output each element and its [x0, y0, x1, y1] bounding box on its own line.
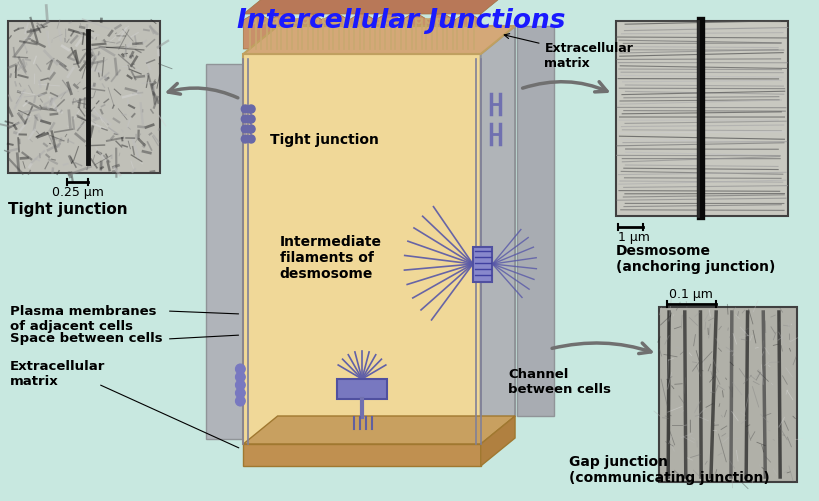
Circle shape	[235, 388, 245, 398]
Text: 0.25 μm: 0.25 μm	[52, 186, 103, 198]
Text: Intermediate
filaments of
desmosome: Intermediate filaments of desmosome	[279, 234, 382, 281]
Circle shape	[235, 372, 245, 382]
Polygon shape	[481, 27, 515, 444]
Text: 0.1 μm: 0.1 μm	[669, 288, 713, 301]
Polygon shape	[243, 416, 515, 444]
Bar	[337, 379, 387, 399]
Text: Desmosome
(anchoring junction): Desmosome (anchoring junction)	[616, 243, 776, 274]
Polygon shape	[243, 0, 515, 15]
Bar	[616, 22, 788, 216]
Bar	[659, 308, 797, 482]
Text: Gap junction
(communicating junction): Gap junction (communicating junction)	[569, 454, 770, 484]
Text: Tight junction: Tight junction	[269, 133, 378, 147]
Circle shape	[247, 136, 255, 144]
Circle shape	[242, 126, 249, 134]
Polygon shape	[243, 27, 515, 55]
Polygon shape	[243, 13, 481, 50]
Circle shape	[242, 116, 249, 124]
Bar	[243, 55, 481, 444]
Circle shape	[235, 380, 245, 390]
Text: Extracellular
matrix: Extracellular matrix	[10, 359, 105, 387]
Circle shape	[235, 396, 245, 406]
Text: Plasma membranes
of adjacent cells: Plasma membranes of adjacent cells	[10, 305, 156, 332]
Circle shape	[247, 116, 255, 124]
Circle shape	[235, 364, 245, 374]
Circle shape	[242, 136, 249, 144]
Text: Channel
between cells: Channel between cells	[508, 367, 611, 395]
Bar	[517, 27, 554, 416]
Bar	[473, 247, 492, 283]
Text: Tight junction: Tight junction	[8, 201, 128, 216]
Text: Space between cells: Space between cells	[10, 331, 162, 344]
Circle shape	[247, 126, 255, 134]
Circle shape	[242, 106, 249, 114]
Circle shape	[247, 106, 255, 114]
Text: 1 μm: 1 μm	[618, 230, 650, 243]
Bar	[206, 65, 243, 439]
Polygon shape	[481, 416, 515, 466]
Bar	[8, 22, 160, 174]
Bar	[243, 444, 481, 466]
Text: Extracellular
matrix: Extracellular matrix	[505, 35, 633, 70]
Text: Intercellular Junctions: Intercellular Junctions	[237, 8, 565, 34]
